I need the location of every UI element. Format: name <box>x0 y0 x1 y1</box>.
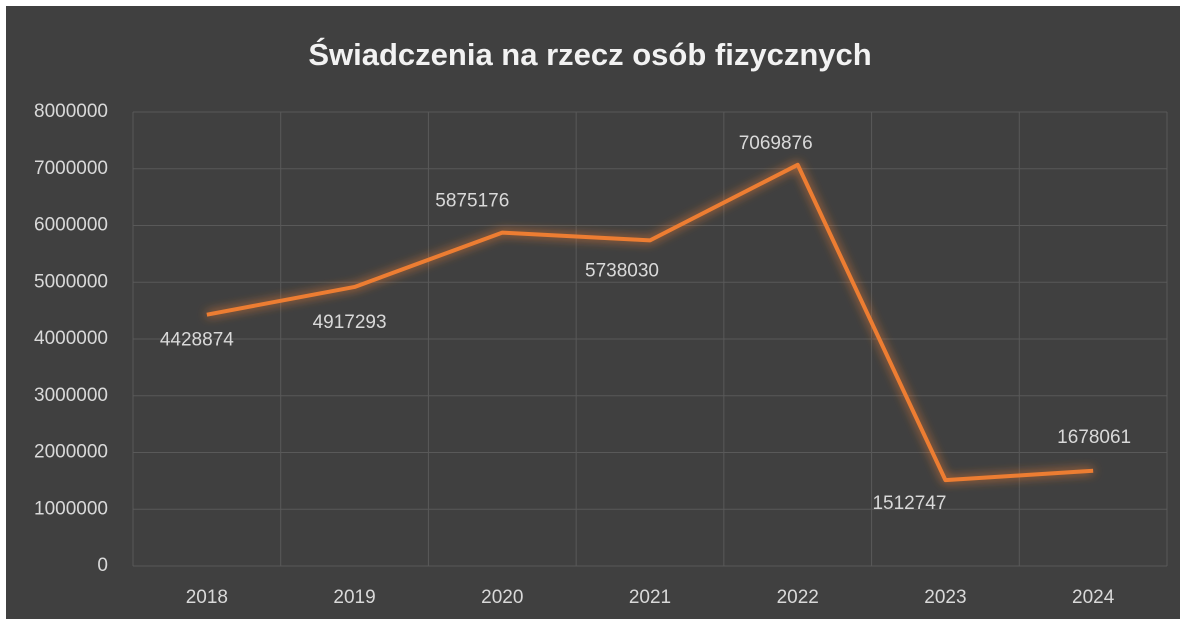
y-tick-label: 6000000 <box>34 215 108 236</box>
x-tick-label: 2023 <box>924 587 966 608</box>
y-tick-label: 5000000 <box>34 271 108 292</box>
x-tick-label: 2022 <box>777 587 819 608</box>
line <box>206 162 1094 483</box>
data-label: 5875176 <box>435 191 509 212</box>
x-tick-label: 2018 <box>186 587 228 608</box>
x-tick-label: 2020 <box>481 587 523 608</box>
y-tick-label: 1000000 <box>34 498 108 519</box>
chart-background <box>6 6 1180 619</box>
y-tick-label: 0 <box>97 555 108 576</box>
data-label: 1512747 <box>872 493 946 514</box>
data-label: 4917293 <box>313 312 387 333</box>
chart-title: Świadczenia na rzecz osób fizycznych <box>308 36 871 72</box>
data-label: 1678061 <box>1057 427 1131 448</box>
data-label: 5738030 <box>585 260 659 281</box>
x-tick-label: 2021 <box>629 587 671 608</box>
y-tick-label: 2000000 <box>34 442 108 463</box>
y-tick-label: 3000000 <box>34 385 108 406</box>
data-label: 7069876 <box>739 133 813 154</box>
x-tick-label: 2019 <box>333 587 375 608</box>
y-tick-label: 8000000 <box>34 101 108 122</box>
data-label: 4428874 <box>160 330 234 351</box>
y-tick-label: 4000000 <box>34 328 108 349</box>
x-tick-label: 2024 <box>1072 587 1115 608</box>
y-tick-label: 7000000 <box>34 158 108 179</box>
